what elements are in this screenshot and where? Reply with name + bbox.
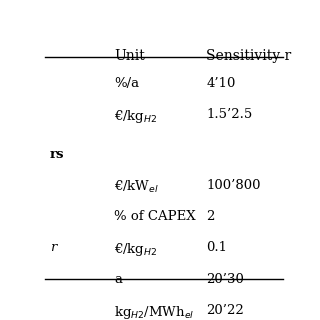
Text: Unit: Unit bbox=[115, 50, 145, 63]
Text: r: r bbox=[50, 242, 56, 254]
Text: 100’800: 100’800 bbox=[206, 179, 261, 192]
Text: 4’10: 4’10 bbox=[206, 77, 236, 90]
Text: a: a bbox=[115, 273, 122, 286]
Text: Sensitivity r: Sensitivity r bbox=[206, 50, 292, 63]
Text: % of CAPEX: % of CAPEX bbox=[115, 210, 196, 223]
Text: 20’30: 20’30 bbox=[206, 273, 244, 286]
Text: 1.5’2.5: 1.5’2.5 bbox=[206, 108, 252, 121]
Text: 0.1: 0.1 bbox=[206, 242, 227, 254]
Text: %/a: %/a bbox=[115, 77, 140, 90]
Text: kg$_{H2}$/MWh$_{el}$: kg$_{H2}$/MWh$_{el}$ bbox=[115, 304, 195, 320]
Text: rs: rs bbox=[50, 148, 64, 161]
Text: €/kg$_{H2}$: €/kg$_{H2}$ bbox=[115, 242, 158, 259]
Text: 20’22: 20’22 bbox=[206, 304, 244, 317]
Text: €/kW$_{el}$: €/kW$_{el}$ bbox=[115, 179, 159, 195]
Text: €/kg$_{H2}$: €/kg$_{H2}$ bbox=[115, 108, 158, 125]
Text: 2: 2 bbox=[206, 210, 214, 223]
